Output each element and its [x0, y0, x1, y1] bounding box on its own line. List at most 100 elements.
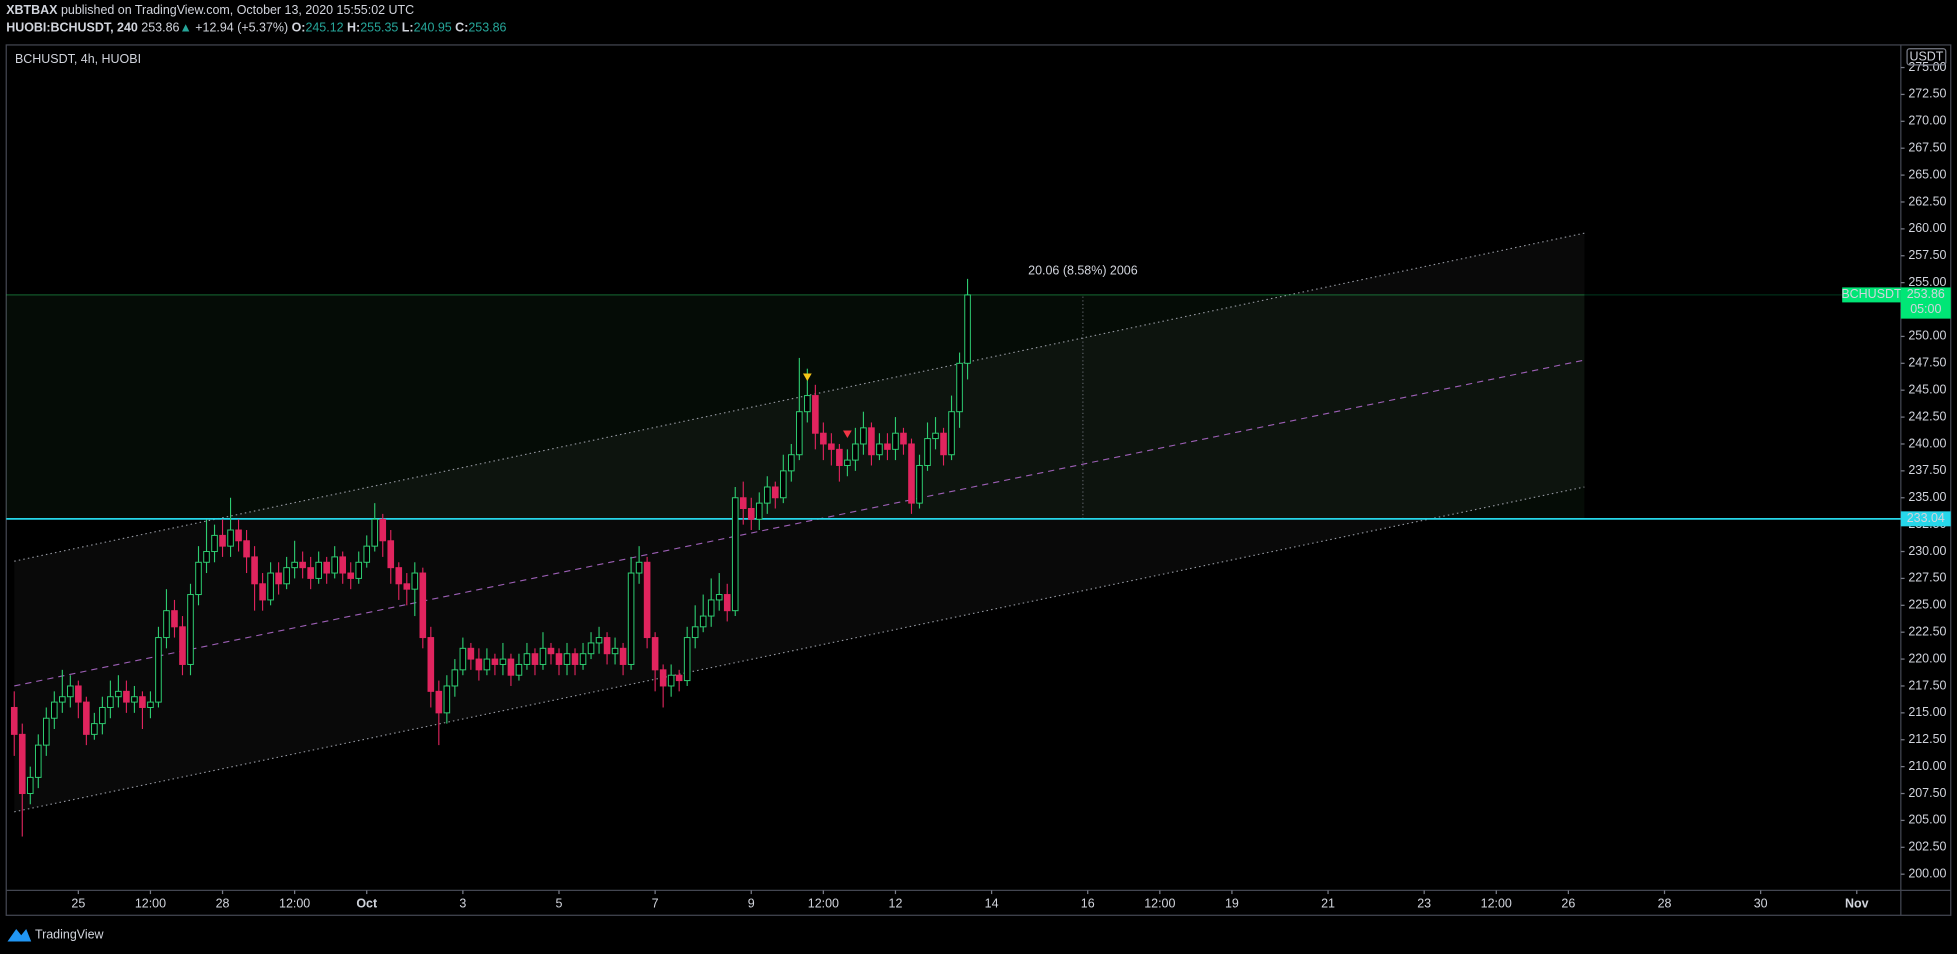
x-tick-label: 12:00	[279, 896, 310, 910]
candle-body	[387, 540, 395, 569]
candle-body	[691, 626, 699, 639]
candle-body	[323, 561, 330, 574]
candle-body	[611, 647, 619, 655]
y-tick-label: 242.50	[1908, 409, 1946, 423]
x-tick-label: 3	[459, 896, 466, 910]
y-tick-label: 212.50	[1908, 732, 1946, 746]
candle-body	[299, 561, 306, 569]
y-tick-label: 220.00	[1908, 651, 1946, 665]
candle-body	[403, 583, 411, 590]
y-tick-label: 270.00	[1908, 114, 1946, 128]
measure-label: 20.06 (8.58%) 2006	[1028, 263, 1138, 277]
candle-body	[932, 432, 939, 440]
candle-body	[587, 642, 595, 655]
y-tick-label: 235.00	[1908, 490, 1946, 504]
candle-body	[123, 690, 130, 703]
arrow: ▲	[179, 21, 191, 35]
header-quote: HUOBI:BCHUSDT, 240 253.86▲ +12.94 (+5.37…	[6, 21, 506, 35]
x-tick-label: 12:00	[808, 896, 839, 910]
last-price-box	[1900, 287, 1951, 319]
header-line: XBTBAX published on TradingView.com, Oct…	[6, 4, 414, 18]
candle-body	[579, 653, 587, 665]
y-tick-label: 245.00	[1908, 382, 1946, 396]
y-tick-label: 237.50	[1908, 463, 1946, 477]
candle-body	[91, 723, 98, 735]
candle-body	[10, 706, 18, 735]
candle-body	[924, 438, 931, 466]
candle-body	[499, 658, 507, 665]
y-tick-label: 215.00	[1908, 705, 1946, 719]
candle-body	[235, 529, 242, 542]
candle-body	[908, 443, 915, 504]
last-price-name: BCHUSDT	[1841, 287, 1902, 301]
published: published on TradingView.com, October 13…	[61, 4, 414, 18]
author: XBTBAX	[6, 4, 58, 18]
candle-body	[195, 561, 202, 596]
candle-body	[475, 658, 483, 671]
x-tick-label: 9	[748, 896, 755, 910]
y-tick-label: 272.50	[1908, 87, 1946, 101]
y-tick-label: 240.00	[1908, 436, 1946, 450]
candle-body	[675, 674, 683, 682]
candle-body	[900, 432, 907, 445]
candle-body	[155, 637, 162, 703]
candle-body	[707, 599, 715, 617]
candle-body	[419, 572, 427, 639]
y-tick-label: 222.50	[1908, 624, 1946, 638]
candle-body	[860, 427, 867, 445]
high: 255.35	[360, 21, 398, 35]
candle-body	[459, 647, 467, 671]
plot: 20.06 (8.58%) 2006 200.00 202.50 205.00 207.…	[6, 60, 1951, 910]
currency: USDT	[1909, 50, 1943, 64]
candle-body	[739, 497, 747, 510]
candle-body	[363, 545, 371, 563]
candle-body	[467, 647, 475, 660]
x-tick-label: 12	[889, 896, 903, 910]
candle-body	[563, 653, 571, 665]
last-price-name-box	[1842, 287, 1901, 303]
candle-body	[395, 567, 403, 585]
candle-body	[147, 701, 154, 708]
candle-body	[219, 534, 226, 547]
countdown: 05:00	[1910, 302, 1941, 316]
candle-body	[179, 626, 186, 665]
x-tick-label: 12:00	[135, 896, 166, 910]
candle-body	[659, 669, 667, 687]
candle-body	[892, 432, 899, 450]
candle-body	[788, 454, 795, 472]
candle-body	[491, 658, 499, 665]
candle-body	[243, 540, 250, 558]
y-tick-label: 210.00	[1908, 759, 1946, 773]
candle-body	[427, 637, 435, 692]
l-label: L:	[402, 21, 414, 35]
candle-body	[51, 701, 58, 719]
candle-body	[107, 696, 114, 708]
candle-body	[34, 744, 42, 778]
y-tick-label: 265.00	[1908, 167, 1946, 181]
y-tick-label: 217.50	[1908, 678, 1946, 692]
candle-body	[283, 567, 290, 585]
x-tick-label: Nov	[1845, 896, 1869, 910]
candle-body	[844, 459, 851, 466]
candle-body	[627, 572, 635, 665]
candle-body	[291, 561, 298, 569]
candle-body	[804, 395, 811, 413]
symbol: HUOBI:BCHUSDT, 240	[6, 21, 138, 35]
x-tick-label: 7	[652, 896, 659, 910]
candle-body	[884, 443, 891, 450]
candle-body	[876, 443, 883, 456]
candle-body	[59, 696, 66, 703]
candle-body	[275, 572, 282, 585]
candle-body	[259, 583, 266, 601]
x-tick-label: 14	[985, 896, 999, 910]
candle-body	[948, 411, 955, 456]
c-label: C:	[455, 21, 468, 35]
candle-body	[940, 432, 947, 456]
y-tick-label: 247.50	[1908, 356, 1946, 370]
candle-body	[828, 443, 835, 450]
y-tick-label: 255.00	[1908, 275, 1946, 289]
hline-label: 233.04	[1907, 511, 1945, 525]
